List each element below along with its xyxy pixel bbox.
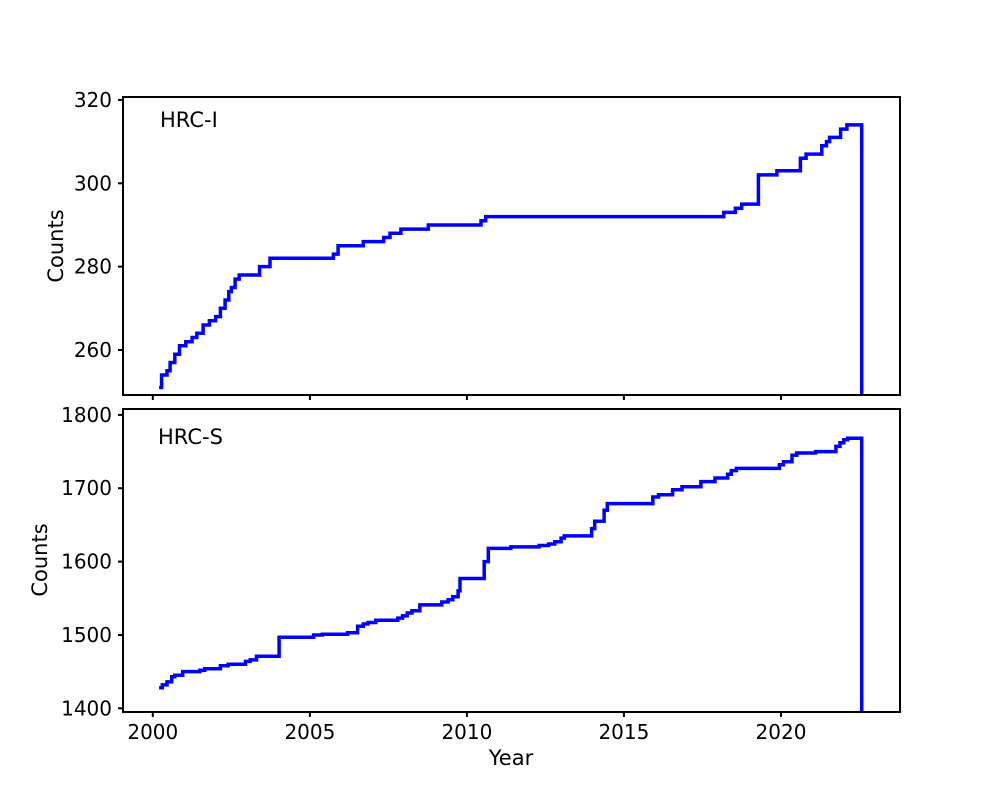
y-tick-label: 1400	[61, 696, 112, 720]
y-tick-label: 1600	[61, 550, 112, 574]
x-tick-label: 2020	[756, 720, 807, 744]
y-tick-label: 280	[74, 255, 112, 279]
axes-spines	[122, 96, 901, 396]
y-tick-label: 1800	[61, 403, 112, 427]
hrc-s-data-line	[159, 436, 864, 712]
hrc-i-annotation: HRC-I	[160, 108, 218, 132]
hrc-i-subplot: 260 280 300 320 HRC-I Counts	[44, 88, 901, 400]
y-tick-label: 300	[74, 171, 112, 195]
x-tick-label: 2005	[284, 720, 335, 744]
x-axis-label: Year	[488, 746, 534, 770]
x-tick-label: 2015	[598, 720, 649, 744]
y-tick-label: 320	[74, 88, 112, 112]
y-tick-label: 1700	[61, 476, 112, 500]
x-tick-label: 2000	[127, 720, 178, 744]
hrc-s-annotation: HRC-S	[158, 425, 223, 449]
y-tick-label: 260	[74, 338, 112, 362]
hrc-i-y-axis-label: Counts	[44, 209, 68, 282]
x-tick-label: 2010	[441, 720, 492, 744]
hrc-s-subplot: 2000 2005 2010 2015 2020 1400 1500 1600 1700 1800…	[28, 403, 901, 770]
y-tick-label: 1500	[61, 623, 112, 647]
axes-spines	[122, 408, 901, 713]
hrc-s-y-axis-label: Counts	[28, 523, 52, 596]
hrc-i-data-line	[159, 123, 864, 395]
